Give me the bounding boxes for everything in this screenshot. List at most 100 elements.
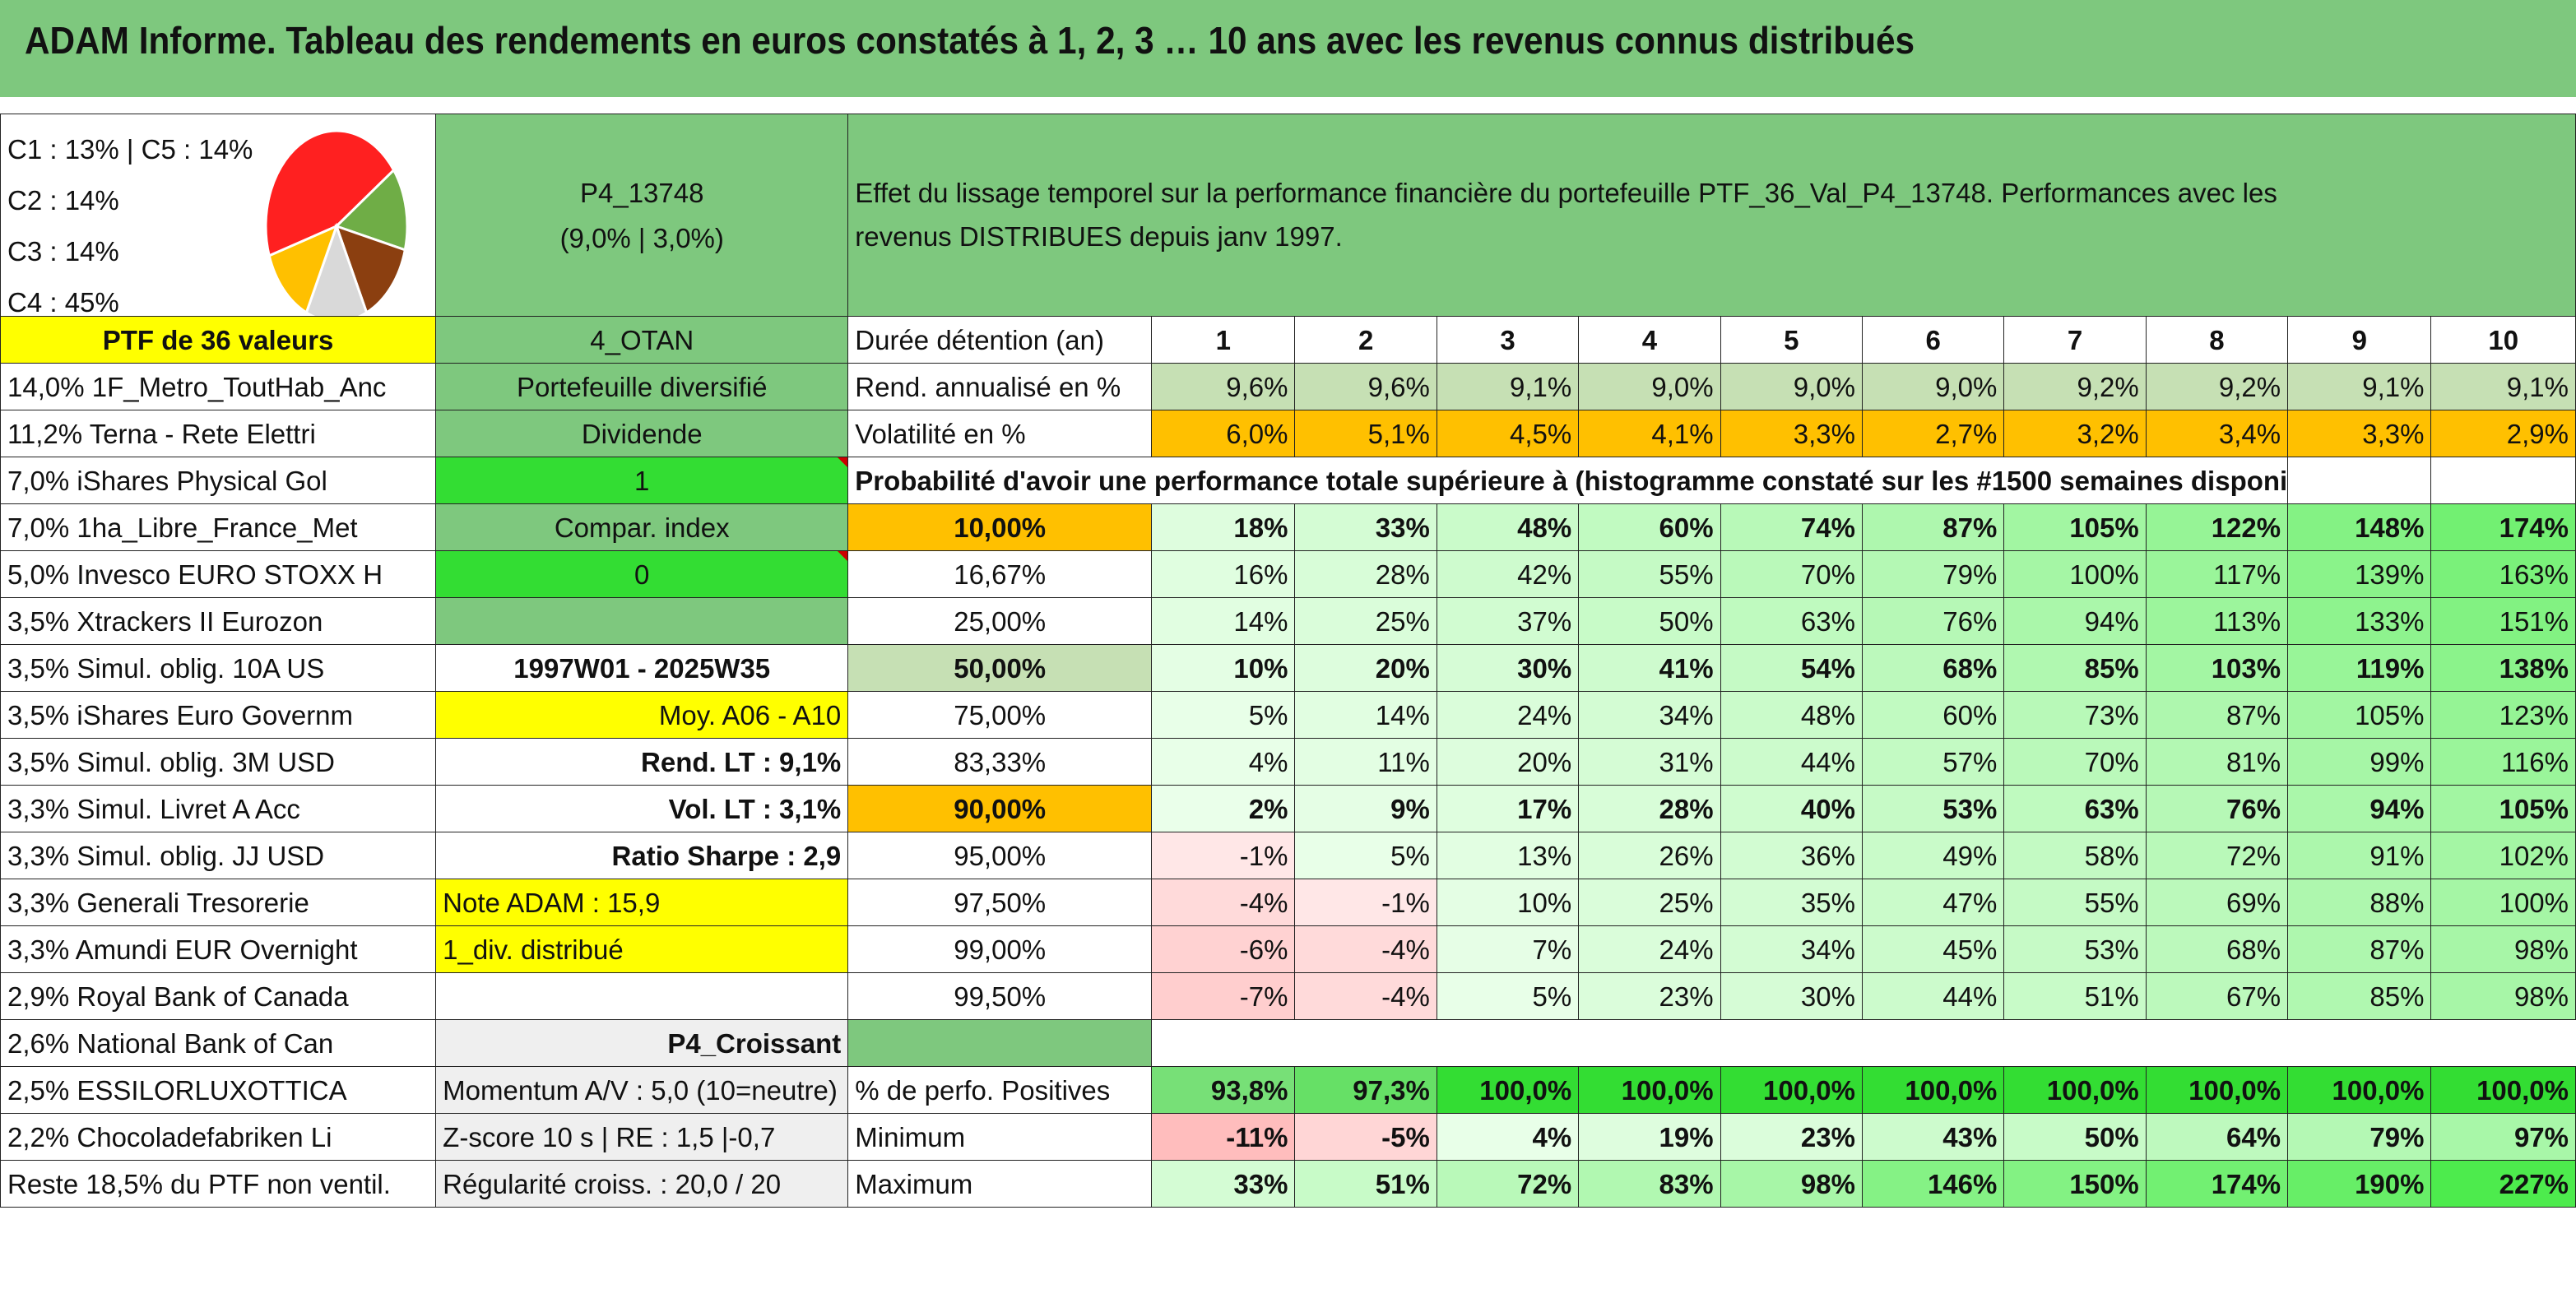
table-row: Reste 18,5% du PTF non ventil. Régularité… <box>0 1160 2576 1208</box>
table-row: 3,5% Xtrackers II Eurozon 25,00% 14% 25% 37%… <box>0 597 2576 645</box>
quantile-value: 20% <box>1294 644 1437 692</box>
quantile-label: 25,00% <box>847 597 1153 645</box>
quantile-value: 30% <box>1436 644 1580 692</box>
year-header: 4 <box>1578 316 1721 364</box>
quantile-value: 87% <box>2287 925 2432 973</box>
side-info-moy: Moy. A06 - A10 <box>435 691 849 739</box>
description-line1: Effet du lissage temporel sur la perform… <box>855 177 2277 208</box>
holding-name: 3,3% Generali Tresorerie <box>0 879 437 926</box>
quantile-value: 69% <box>2145 879 2289 926</box>
holding-name: 11,2% Terna - Rete Elettri <box>0 410 437 457</box>
quantile-value: 50% <box>1578 597 1721 645</box>
max-value: 227% <box>2430 1160 2576 1208</box>
table-row: 3,5% Simul. oblig. 10A US 1997W01 - 2025W… <box>0 644 2576 692</box>
min-value: 97% <box>2430 1113 2576 1161</box>
pie-slice-c1 <box>267 224 339 315</box>
duration-label: Durée détention (an) <box>847 316 1153 364</box>
vol-value: 3,4% <box>2145 410 2289 457</box>
min-value: 64% <box>2145 1113 2289 1161</box>
quantile-value: 68% <box>2145 925 2289 973</box>
quantile-value: 70% <box>2003 738 2147 786</box>
empty-cell <box>2287 457 2432 504</box>
quantile-value: 79% <box>1861 550 2005 598</box>
quantile-value: 10% <box>1436 879 1580 926</box>
quantile-value: 33% <box>1294 503 1437 551</box>
quantile-value: 51% <box>2003 972 2147 1020</box>
side-info-regularite: Régularité croiss. : 20,0 / 20 <box>435 1160 849 1208</box>
min-value: 4% <box>1436 1113 1580 1161</box>
quantile-value: 34% <box>1720 925 1863 973</box>
vol-label: Volatilité en % <box>847 410 1153 457</box>
quantile-value: 54% <box>1720 644 1863 692</box>
quantile-value: -1% <box>1294 879 1437 926</box>
quantile-value: 91% <box>2287 832 2432 879</box>
rend-value: 9,1% <box>2287 363 2432 410</box>
quantile-label: 99,00% <box>847 925 1153 973</box>
vol-value: 6,0% <box>1151 410 1296 457</box>
table-row: 3,3% Simul. Livret A Acc Vol. LT : 3,1% 90… <box>0 785 2576 832</box>
quantile-value: 49% <box>1861 832 2005 879</box>
holding-name: 2,6% National Bank of Can <box>0 1019 437 1067</box>
quantile-value: 5% <box>1151 691 1296 739</box>
portfolio-code: P4_13748 <box>579 177 704 208</box>
holding-name: 7,0% 1ha_Libre_France_Met <box>0 503 437 551</box>
quantile-value: 48% <box>1436 503 1580 551</box>
quantile-value: 72% <box>2145 832 2289 879</box>
rend-value: 9,6% <box>1151 363 1296 410</box>
quantile-value: 67% <box>2145 972 2289 1020</box>
quantile-value: 5% <box>1436 972 1580 1020</box>
quantile-value: -4% <box>1294 925 1437 973</box>
quantile-value: 105% <box>2003 503 2147 551</box>
quantile-value: 87% <box>2145 691 2289 739</box>
quantile-value: 100% <box>2003 550 2147 598</box>
table-row: 7,0% iShares Physical Gol 1 Probabilité d'… <box>0 457 2576 504</box>
holding-name: 3,5% Xtrackers II Eurozon <box>0 597 437 645</box>
holding-name: 2,5% ESSILORLUXOTTICA <box>0 1066 437 1114</box>
pos-value: 100,0% <box>1720 1066 1863 1114</box>
quantile-value: 81% <box>2145 738 2289 786</box>
quantile-value: 87% <box>1861 503 2005 551</box>
pie-slice-c5 <box>334 168 409 252</box>
holding-name: 2,9% Royal Bank of Canada <box>0 972 437 1020</box>
quantile-value: 24% <box>1578 925 1721 973</box>
holding-name: 3,5% iShares Euro Governm <box>0 691 437 739</box>
quantile-value: 100% <box>2430 879 2576 926</box>
side-info-note: Note ADAM : 15,9 <box>435 879 849 926</box>
quantile-value: 7% <box>1436 925 1580 973</box>
side-info-momentum: Momentum A/V : 5,0 (10=neutre) <box>435 1066 849 1114</box>
quantile-value: 163% <box>2430 550 2576 598</box>
side-info-period: 1997W01 - 2025W35 <box>435 644 849 692</box>
quantile-value: 76% <box>1861 597 2005 645</box>
pos-label: % de perfo. Positives <box>847 1066 1153 1114</box>
max-value: 51% <box>1294 1160 1437 1208</box>
quantile-value: 117% <box>2145 550 2289 598</box>
quantile-value: 63% <box>2003 785 2147 832</box>
quantile-value: 73% <box>2003 691 2147 739</box>
quantile-value: 148% <box>2287 503 2432 551</box>
quantile-value: 25% <box>1294 597 1437 645</box>
holding-name: 7,0% iShares Physical Gol <box>0 457 437 504</box>
max-value: 33% <box>1151 1160 1296 1208</box>
pos-value: 100,0% <box>1578 1066 1721 1114</box>
allocation-pie-cell: C1 : 13% | C5 : 14% C2 : 14% C3 : 14% C4… <box>0 114 437 317</box>
portfolio-params: (9,0% | 3,0%) <box>559 222 724 253</box>
quantile-value: 122% <box>2145 503 2289 551</box>
quantile-value: 18% <box>1151 503 1296 551</box>
quantile-value: 11% <box>1294 738 1437 786</box>
pie-slice-c4 <box>264 129 396 257</box>
quantile-value: 151% <box>2430 597 2576 645</box>
table-row: 2,2% Chocoladefabriken Li Z-score 10 s | … <box>0 1113 2576 1161</box>
quantile-value: 138% <box>2430 644 2576 692</box>
pie-label: C2 : 14% <box>7 185 119 216</box>
rend-value: 9,0% <box>1720 363 1863 410</box>
quantile-value: 174% <box>2430 503 2576 551</box>
min-value: 43% <box>1861 1113 2005 1161</box>
quantile-value: 53% <box>2003 925 2147 973</box>
quantile-value: 30% <box>1720 972 1863 1020</box>
year-header: 10 <box>2430 316 2576 364</box>
quantile-value: 23% <box>1578 972 1721 1020</box>
quantile-label: 16,67% <box>847 550 1153 598</box>
quantile-value: 55% <box>2003 879 2147 926</box>
quantile-value: 88% <box>2287 879 2432 926</box>
pie-label: C3 : 14% <box>7 236 119 267</box>
